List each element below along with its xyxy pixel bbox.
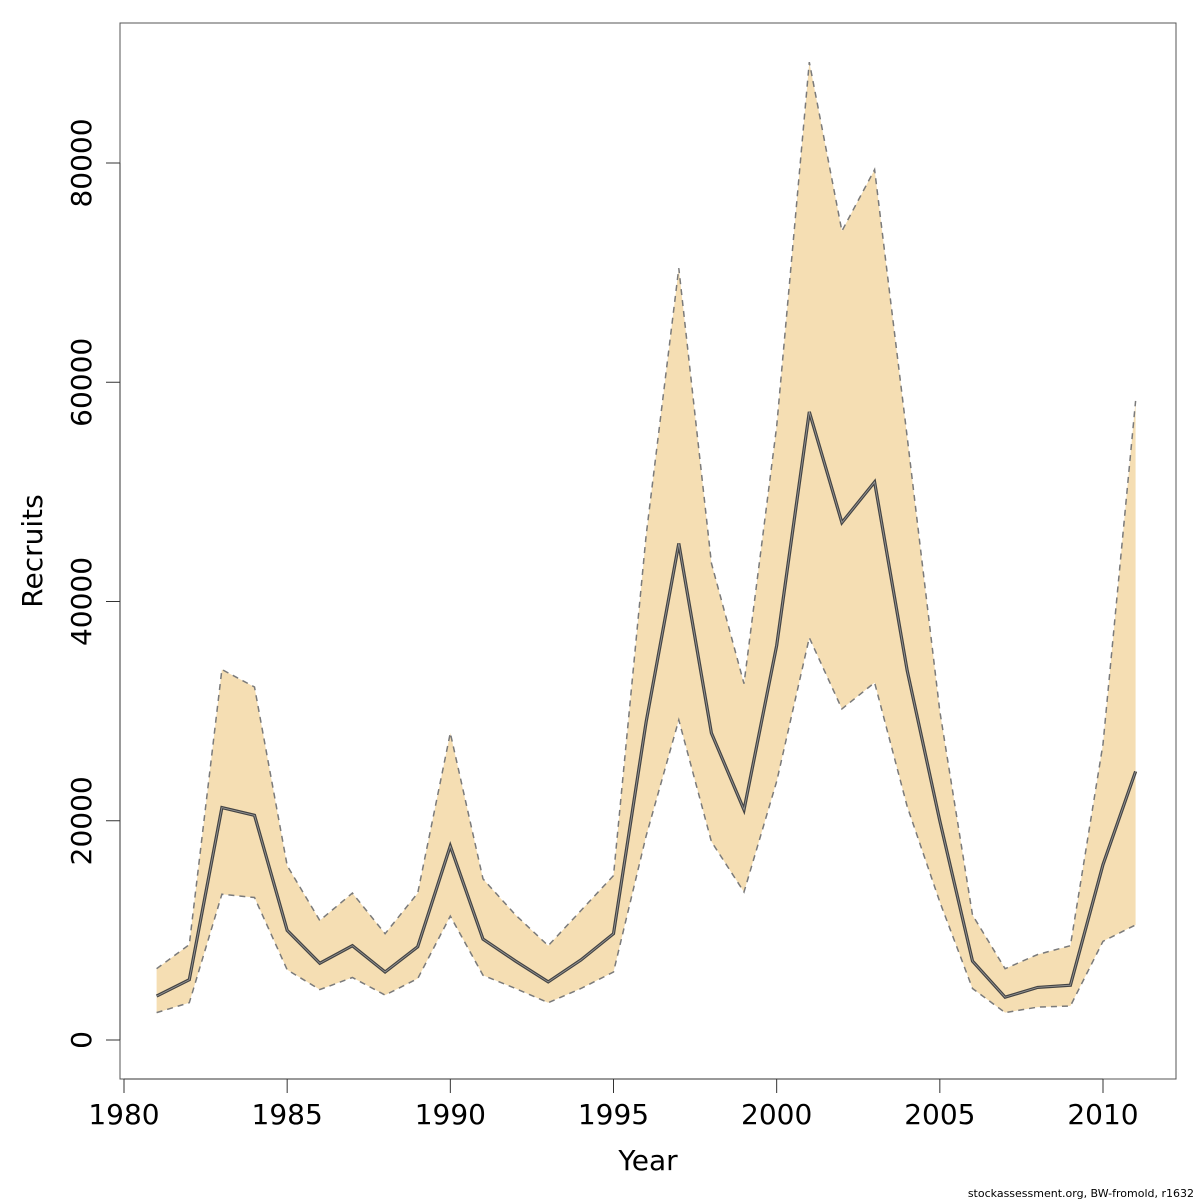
y-axis-title: Recruits (16, 494, 49, 607)
y-tick-label-60000: 60000 (65, 338, 98, 427)
y-tick-label-20000: 20000 (65, 776, 98, 865)
y-axis: 0 20000 40000 60000 80000 (65, 118, 121, 1049)
y-tick-label-40000: 40000 (65, 557, 98, 646)
y-tick-label-80000: 80000 (65, 118, 98, 207)
lower-bound-line (156, 635, 1136, 1014)
x-tick-label-2010: 2010 (1067, 1098, 1138, 1131)
source-footnote: stockassessment.org, BW-fromold, r1632 (968, 1187, 1194, 1200)
x-axis-title: Year (617, 1144, 678, 1177)
x-tick-label-2000: 2000 (741, 1098, 812, 1131)
estimate-line-layer (155, 61, 1138, 1014)
x-tick-label-1980: 1980 (88, 1098, 159, 1131)
x-axis: 1980 1985 1990 1995 2000 2005 2010 (88, 1078, 1139, 1131)
x-tick-label-1995: 1995 (578, 1098, 649, 1131)
x-tick-label-1985: 1985 (252, 1098, 323, 1131)
x-tick-label-2005: 2005 (904, 1098, 975, 1131)
y-tick-label-0: 0 (65, 1031, 98, 1049)
estimate-line-core (156, 411, 1136, 998)
x-tick-label-1990: 1990 (415, 1098, 486, 1131)
